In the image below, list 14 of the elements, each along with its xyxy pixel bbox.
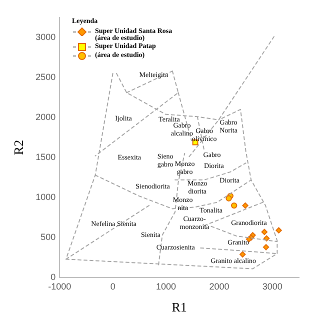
y-axis-title: R2 <box>11 140 26 156</box>
x-tick-label: 3000 <box>262 281 282 292</box>
x-tick-label: 0 <box>110 281 116 292</box>
x-tick-label: 2000 <box>209 281 230 292</box>
y-tick-label: 0 <box>50 272 56 282</box>
y-tick-label: 2500 <box>36 72 56 82</box>
x-tick-label: -1000 <box>48 281 72 292</box>
y-tick-label: 1500 <box>36 152 56 162</box>
y-tick-label: 500 <box>40 232 56 242</box>
y-tick-label: 2000 <box>36 112 56 122</box>
x-tick-label: 1000 <box>156 281 176 292</box>
y-tick-label: 1000 <box>36 192 56 202</box>
y-tick-label: 3000 <box>36 32 56 42</box>
x-axis-title: R1 <box>172 300 187 315</box>
